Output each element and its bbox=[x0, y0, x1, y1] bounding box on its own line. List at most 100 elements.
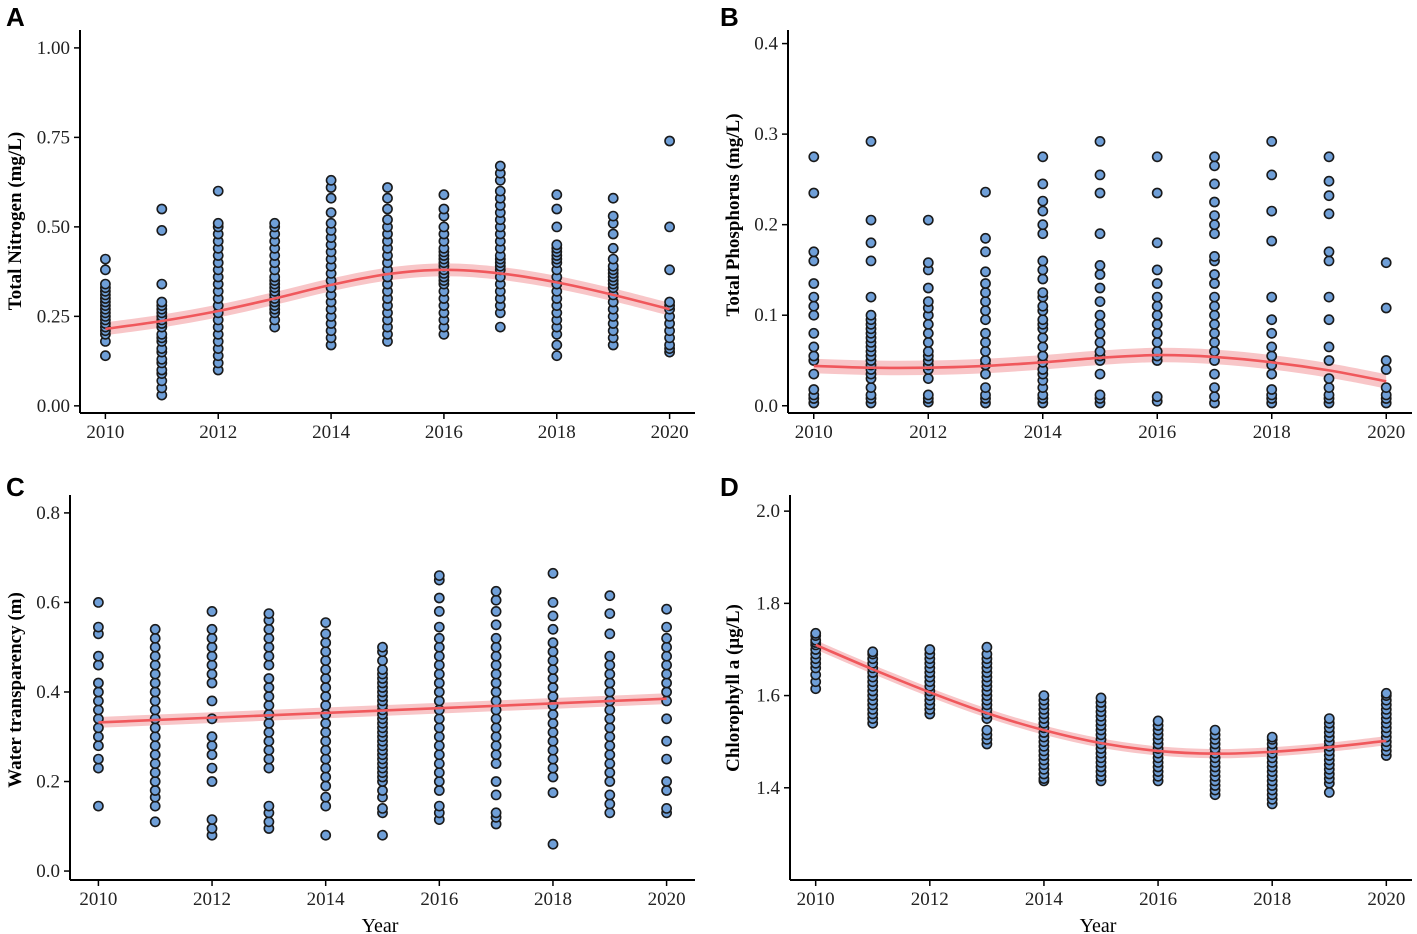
y-axis-title: Water transparency (m) bbox=[5, 592, 26, 788]
data-point bbox=[547, 762, 559, 774]
x-tick-label: 2010 bbox=[79, 889, 117, 910]
data-point bbox=[547, 567, 559, 579]
data-point bbox=[433, 722, 445, 734]
y-tick-label: 0.4 bbox=[36, 682, 60, 703]
data-point bbox=[320, 735, 332, 747]
data-point bbox=[1037, 287, 1049, 298]
data-point bbox=[980, 345, 991, 357]
data-point bbox=[382, 192, 393, 204]
data-point bbox=[149, 722, 161, 734]
panel-a: A 0.00 0.25 0.50 0.75 1.00 2010 2012 2014 2016 20… bbox=[5, 2, 695, 443]
data-point bbox=[212, 185, 224, 197]
trend-line bbox=[815, 643, 1387, 756]
data-point bbox=[981, 641, 993, 653]
data-point bbox=[1151, 309, 1163, 321]
data-point bbox=[547, 709, 559, 720]
data-point bbox=[93, 731, 104, 743]
y-tick-label: 0.0 bbox=[754, 396, 778, 417]
data-point bbox=[1266, 341, 1278, 353]
data-point bbox=[551, 239, 563, 251]
data-point bbox=[382, 182, 393, 193]
data-point bbox=[1209, 724, 1221, 736]
data-point bbox=[547, 735, 559, 747]
data-point bbox=[808, 291, 820, 303]
data-point bbox=[149, 677, 161, 689]
data-point bbox=[551, 221, 563, 233]
data-point bbox=[1094, 336, 1106, 348]
data-point bbox=[263, 700, 275, 711]
y-tick-label: 0.75 bbox=[37, 127, 70, 148]
data-point bbox=[263, 800, 275, 812]
data-point bbox=[661, 659, 672, 671]
data-point bbox=[156, 278, 168, 290]
data-point bbox=[604, 749, 616, 761]
data-point bbox=[320, 637, 332, 649]
data-point bbox=[1209, 228, 1220, 240]
panel-letter-d: D bbox=[720, 472, 739, 502]
x-tick-label: 2018 bbox=[534, 889, 572, 910]
data-point bbox=[607, 192, 619, 204]
data-point bbox=[377, 829, 388, 841]
data-point bbox=[93, 597, 104, 608]
data-point bbox=[263, 682, 275, 693]
data-point bbox=[1266, 350, 1278, 362]
data-point bbox=[808, 255, 820, 267]
data-point bbox=[1209, 327, 1220, 339]
data-point bbox=[206, 814, 218, 825]
data-point bbox=[149, 758, 161, 769]
data-point bbox=[661, 686, 672, 698]
data-point bbox=[320, 655, 332, 666]
data-point bbox=[1151, 291, 1163, 303]
data-point bbox=[604, 758, 616, 769]
data-point bbox=[604, 807, 616, 819]
data-point bbox=[1037, 195, 1049, 207]
data-point bbox=[924, 644, 936, 655]
data-point bbox=[490, 807, 502, 819]
y-tick-label: 0.50 bbox=[37, 217, 70, 238]
data-point bbox=[433, 659, 445, 671]
data-point bbox=[1037, 178, 1049, 190]
data-point bbox=[149, 668, 161, 680]
data-point bbox=[604, 767, 616, 778]
data-point bbox=[604, 731, 616, 743]
data-point bbox=[325, 217, 337, 229]
data-point bbox=[433, 695, 445, 707]
data-point bbox=[320, 700, 332, 711]
data-point bbox=[980, 327, 991, 339]
data-point bbox=[93, 740, 104, 752]
panel-b: B 0.0 0.1 0.2 0.3 0.4 2010 2012 2014 2016 2018 202… bbox=[720, 2, 1412, 443]
y-axis-title: Total Nitrogen (mg/L) bbox=[5, 132, 26, 310]
data-point bbox=[325, 207, 337, 218]
data-point bbox=[808, 309, 820, 321]
data-point bbox=[604, 740, 616, 752]
data-point bbox=[1209, 178, 1220, 190]
data-point bbox=[1151, 391, 1163, 403]
data-point bbox=[1037, 205, 1049, 217]
data-point bbox=[1209, 391, 1220, 403]
x-tick-label: 2010 bbox=[795, 422, 833, 443]
x-tick-label: 2016 bbox=[1138, 422, 1176, 443]
data-point bbox=[1037, 332, 1049, 344]
data-point bbox=[604, 798, 616, 810]
y-tick-label: 0.2 bbox=[36, 772, 60, 793]
data-point bbox=[1151, 264, 1163, 276]
x-tick-label: 2020 bbox=[1367, 422, 1405, 443]
data-point bbox=[1094, 327, 1106, 339]
data-point bbox=[490, 585, 502, 597]
data-point bbox=[263, 650, 275, 662]
data-point bbox=[661, 632, 672, 644]
data-point bbox=[206, 677, 218, 689]
data-point bbox=[865, 309, 877, 321]
data-point bbox=[263, 673, 275, 684]
data-point bbox=[808, 368, 820, 380]
data-point bbox=[604, 590, 616, 602]
data-point bbox=[547, 637, 559, 649]
data-point bbox=[1209, 219, 1220, 231]
data-point bbox=[1094, 368, 1106, 380]
x-tick-label: 2016 bbox=[420, 889, 458, 910]
data-point bbox=[206, 659, 218, 671]
data-point bbox=[320, 682, 332, 693]
data-point bbox=[433, 731, 445, 743]
data-point bbox=[1323, 255, 1335, 267]
data-point bbox=[263, 623, 275, 635]
